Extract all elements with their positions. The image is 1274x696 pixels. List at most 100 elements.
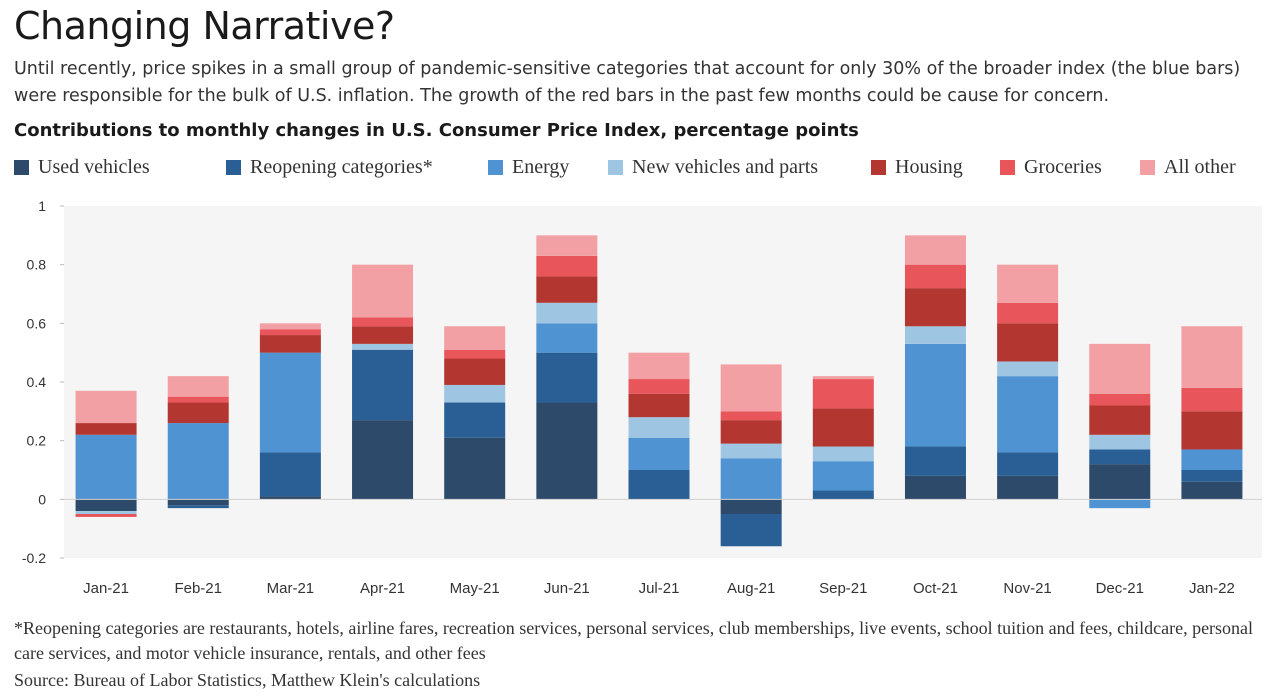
page-title: Changing Narrative? bbox=[14, 4, 395, 48]
bar-segment bbox=[720, 499, 782, 514]
legend-label: Groceries bbox=[1024, 156, 1102, 178]
bar-segment bbox=[75, 514, 137, 517]
bar-segment bbox=[1089, 405, 1151, 435]
bar-segment bbox=[352, 420, 414, 500]
legend-swatch bbox=[871, 160, 886, 175]
bar-segment bbox=[1089, 449, 1151, 465]
bar-segment bbox=[628, 379, 690, 394]
legend-item: All other bbox=[1140, 156, 1236, 179]
page-subtitle: Until recently, price spikes in a small … bbox=[14, 59, 1241, 106]
bar-segment bbox=[444, 349, 506, 359]
bar-segment bbox=[259, 452, 321, 497]
bar-segment bbox=[1089, 393, 1151, 406]
x-tick-label: Jan-22 bbox=[1189, 580, 1235, 597]
bar-segment bbox=[259, 323, 321, 330]
bar-segment bbox=[812, 379, 874, 409]
bar-segment bbox=[812, 376, 874, 380]
bar-segment bbox=[536, 302, 598, 324]
bar-segment bbox=[904, 343, 966, 447]
legend-item: Used vehicles bbox=[14, 156, 150, 179]
y-tick-label: 0.8 bbox=[27, 257, 47, 273]
bar-segment bbox=[720, 411, 782, 421]
legend-label: Housing bbox=[895, 156, 963, 178]
bar-segment bbox=[997, 376, 1059, 453]
legend-item: Energy bbox=[488, 156, 569, 179]
bar-segment bbox=[536, 352, 598, 403]
bar-segment bbox=[444, 402, 506, 438]
bar-segment bbox=[997, 452, 1059, 476]
bar-segment bbox=[352, 349, 414, 421]
bar-segment bbox=[259, 352, 321, 453]
bar-segment bbox=[352, 317, 414, 327]
bar-segment bbox=[352, 326, 414, 344]
bar-segment bbox=[536, 235, 598, 256]
bar-segment bbox=[75, 390, 137, 424]
bar-segment bbox=[904, 235, 966, 265]
bar-segment bbox=[75, 423, 137, 435]
bar-segment bbox=[628, 393, 690, 418]
bar-segment bbox=[904, 264, 966, 289]
bar-segment bbox=[167, 396, 229, 403]
legend-swatch bbox=[1000, 160, 1015, 175]
bar-segment bbox=[720, 514, 782, 547]
x-tick-label: Oct-21 bbox=[913, 580, 958, 597]
bar-segment bbox=[444, 384, 506, 403]
y-tick-label: 1 bbox=[38, 198, 46, 214]
legend-item: Housing bbox=[871, 156, 963, 179]
chart-legend: Used vehicles Reopening categories* Energy… bbox=[14, 156, 1264, 186]
bar-segment bbox=[259, 335, 321, 353]
x-tick-label: Sep-21 bbox=[819, 580, 867, 597]
x-tick-label: Jan-21 bbox=[83, 580, 129, 597]
bar-segment bbox=[167, 499, 229, 506]
bar-segment bbox=[1089, 343, 1151, 394]
bar-segment bbox=[1181, 411, 1243, 450]
bar-segment bbox=[1181, 470, 1243, 482]
bar-segment bbox=[904, 288, 966, 327]
bar-segment bbox=[628, 352, 690, 380]
y-tick-label: 0.6 bbox=[27, 315, 47, 331]
legend-label: New vehicles and parts bbox=[632, 156, 819, 178]
bar-segment bbox=[720, 458, 782, 500]
bar-segment bbox=[536, 323, 598, 353]
bar-segment bbox=[1181, 481, 1243, 500]
bar-segment bbox=[720, 364, 782, 412]
bar-segment bbox=[1181, 387, 1243, 412]
bar-segment bbox=[352, 264, 414, 318]
footnote: *Reopening categories are restaurants, h… bbox=[14, 618, 1254, 663]
bar-segment bbox=[904, 475, 966, 500]
bar-segment bbox=[997, 302, 1059, 324]
bar-segment bbox=[628, 437, 690, 470]
y-tick-label: -0.2 bbox=[22, 550, 46, 566]
y-tick-label: 0.4 bbox=[27, 374, 47, 390]
x-tick-label: Aug-21 bbox=[727, 580, 775, 597]
bar-segment bbox=[259, 496, 321, 500]
bar-segment bbox=[1089, 434, 1151, 450]
bar-segment bbox=[75, 434, 137, 500]
bar-segment bbox=[997, 361, 1059, 377]
x-tick-label: Mar-21 bbox=[267, 580, 315, 597]
bar-segment bbox=[1089, 499, 1151, 509]
bar-segment bbox=[167, 423, 229, 500]
x-tick-label: Nov-21 bbox=[1003, 580, 1051, 597]
bar-segment bbox=[812, 490, 874, 500]
bar-segment bbox=[720, 420, 782, 444]
legend-label: Reopening categories* bbox=[250, 156, 433, 178]
legend-swatch bbox=[14, 160, 29, 175]
legend-swatch bbox=[608, 160, 623, 175]
bar-segment bbox=[720, 443, 782, 459]
x-tick-label: Apr-21 bbox=[360, 580, 405, 597]
x-tick-label: Jun-21 bbox=[544, 580, 590, 597]
chart-heading: Contributions to monthly changes in U.S.… bbox=[14, 120, 859, 141]
legend-swatch bbox=[226, 160, 241, 175]
bar-segment bbox=[1089, 464, 1151, 500]
bar-segment bbox=[444, 358, 506, 385]
stacked-bar-chart: -0.2 0 0.2 0.4 0.6 0.8 1 Jan-21 Feb-21 Mar-21 Apr-… bbox=[22, 198, 1262, 597]
bar-segment bbox=[75, 499, 137, 512]
legend-label: Used vehicles bbox=[38, 156, 150, 178]
legend-item: New vehicles and parts bbox=[608, 156, 818, 179]
bar-segment bbox=[812, 461, 874, 491]
legend-swatch bbox=[488, 160, 503, 175]
bar-segment bbox=[812, 408, 874, 447]
legend-item: Reopening categories* bbox=[226, 156, 433, 179]
bar-segment bbox=[997, 264, 1059, 303]
